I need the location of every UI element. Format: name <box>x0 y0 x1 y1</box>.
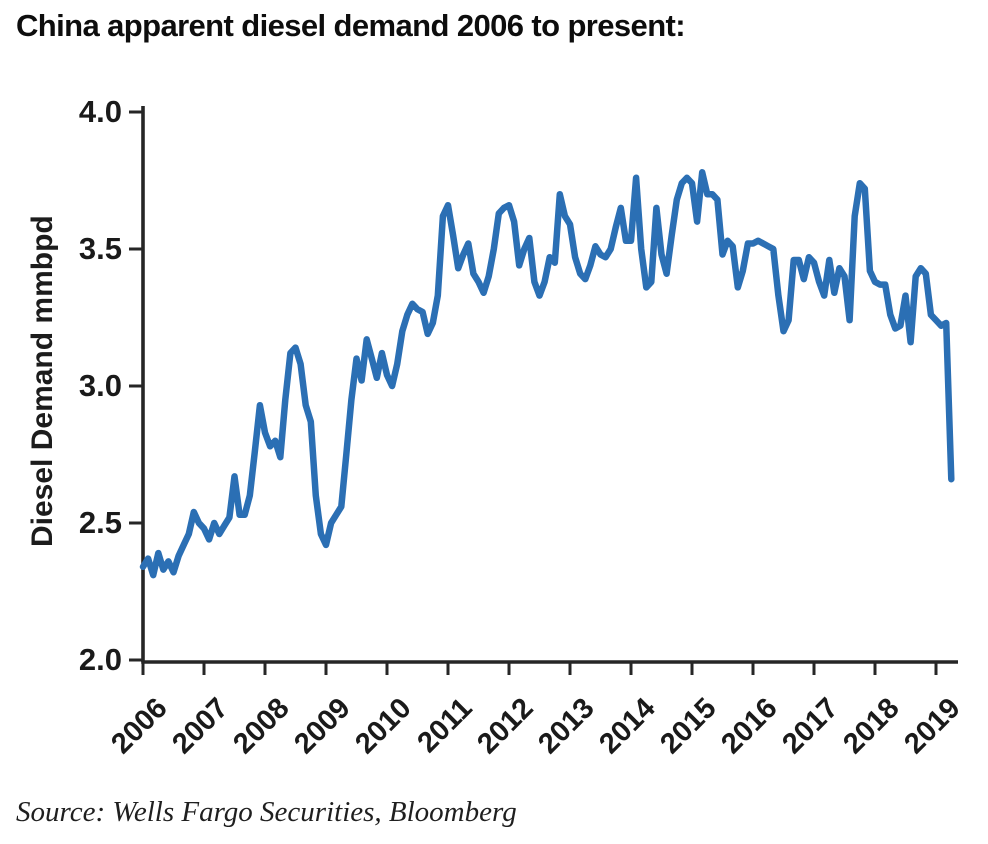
source-note: Source: Wells Fargo Securities, Bloomber… <box>16 796 517 828</box>
y-tick-label: 2.0 <box>78 642 122 677</box>
y-tick-label: 2.5 <box>78 505 122 540</box>
y-tick-label: 3.5 <box>78 231 122 266</box>
y-tick-label: 4.0 <box>78 94 122 129</box>
y-tick-label: 3.0 <box>78 368 122 403</box>
demand-line-series <box>139 169 955 579</box>
chart-title: China apparent diesel demand 2006 to pre… <box>16 8 686 43</box>
